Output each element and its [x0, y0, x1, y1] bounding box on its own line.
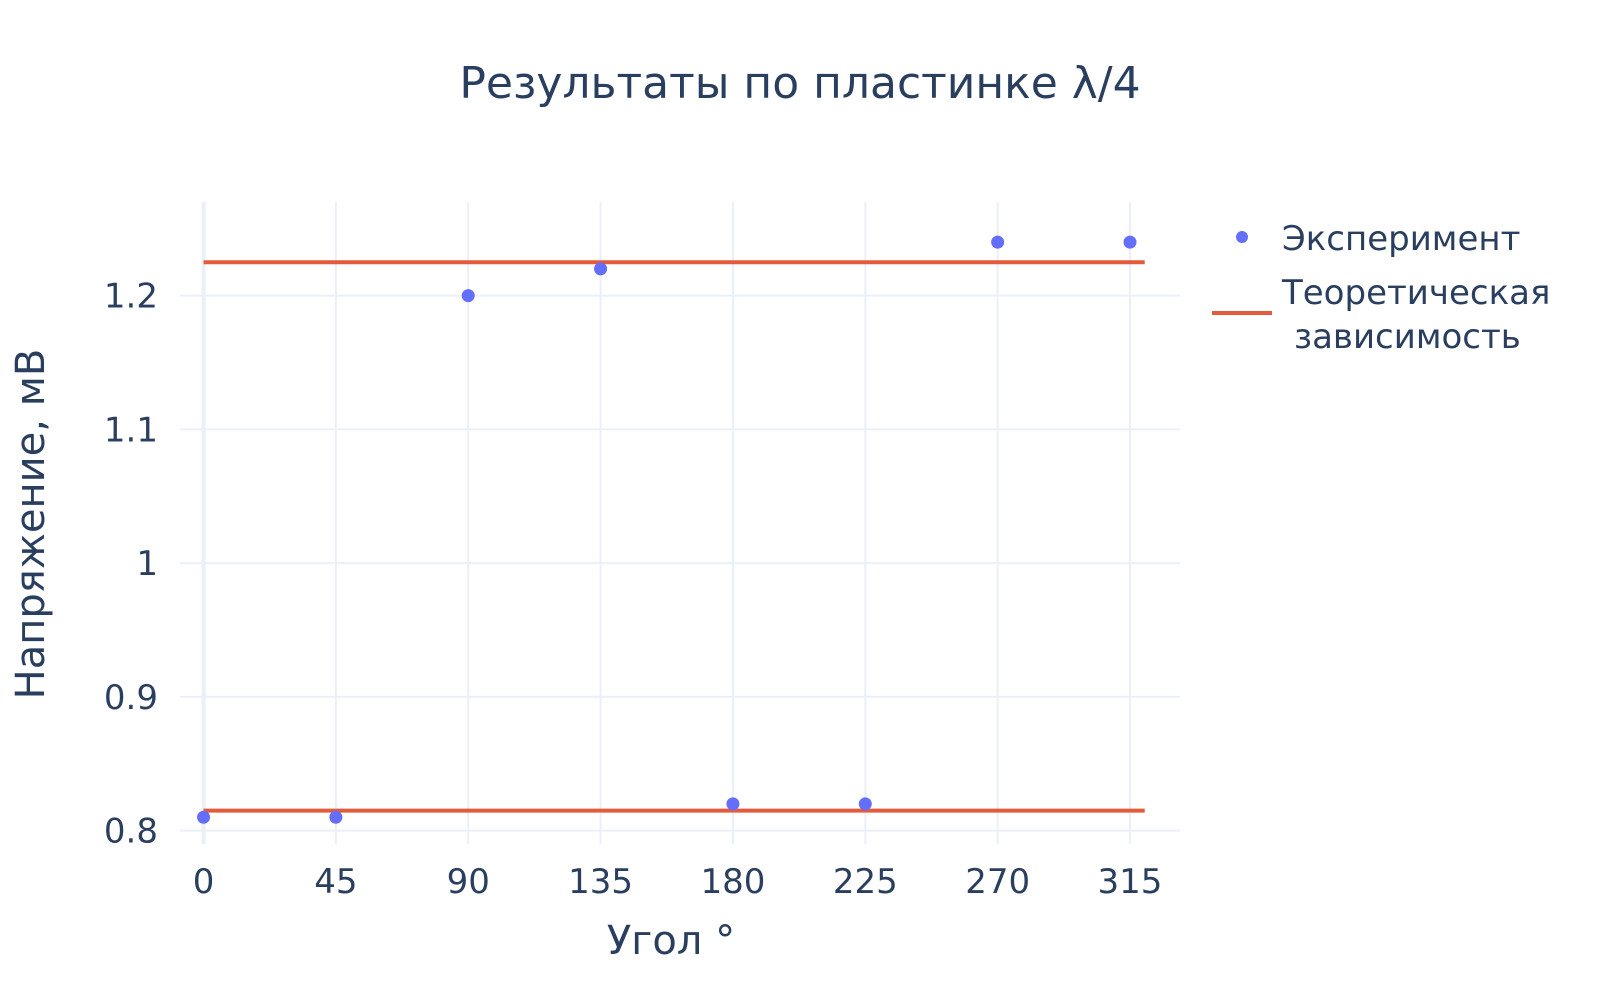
data-point[interactable] [197, 810, 211, 824]
data-point[interactable] [858, 797, 872, 811]
experiment-points [197, 235, 1137, 824]
theory-lines [203, 260, 1145, 813]
data-point[interactable] [594, 262, 608, 276]
legend-label-theory-line2: зависимость [1294, 317, 1521, 357]
y-tick-label: 1.1 [104, 410, 158, 450]
y-axis-title: Напряжение, мВ [8, 349, 54, 700]
x-tick-label: 90 [447, 862, 490, 902]
legend-label-theory-line1: Теоретическая [1281, 273, 1550, 313]
data-point[interactable] [726, 797, 740, 811]
x-axis-ticks: 0 45 90 135 180 225 270 315 [193, 862, 1163, 902]
data-point[interactable] [991, 235, 1005, 249]
legend-label-theory: Теоретическая зависимость [1281, 273, 1561, 357]
legend-label-experiment: Эксперимент [1282, 219, 1520, 259]
y-axis-ticks: 0.8 0.9 1 1.1 1.2 [104, 277, 158, 852]
x-tick-label: 180 [700, 862, 765, 902]
legend[interactable]: Эксперимент Теоретическая зависимость [1212, 219, 1561, 357]
data-point[interactable] [461, 289, 475, 303]
legend-marker-experiment [1236, 231, 1248, 243]
x-tick-label: 0 [193, 862, 215, 902]
y-tick-label: 0.8 [104, 812, 158, 852]
y-tick-label: 1 [136, 544, 158, 584]
y-tick-label: 0.9 [104, 678, 158, 718]
x-axis-title: Угол ° [607, 918, 735, 964]
data-point[interactable] [329, 810, 343, 824]
x-tick-label: 45 [314, 862, 357, 902]
legend-item-experiment[interactable]: Эксперимент [1236, 219, 1520, 259]
data-point[interactable] [1123, 235, 1137, 249]
x-tick-label: 225 [833, 862, 898, 902]
chart-title: Результаты по пластинке λ/4 [459, 58, 1140, 109]
x-tick-label: 135 [568, 862, 633, 902]
grid [180, 202, 1180, 844]
y-tick-label: 1.2 [104, 277, 158, 317]
x-tick-label: 270 [965, 862, 1030, 902]
legend-item-theory[interactable]: Теоретическая зависимость [1212, 273, 1561, 357]
x-tick-label: 315 [1098, 862, 1163, 902]
